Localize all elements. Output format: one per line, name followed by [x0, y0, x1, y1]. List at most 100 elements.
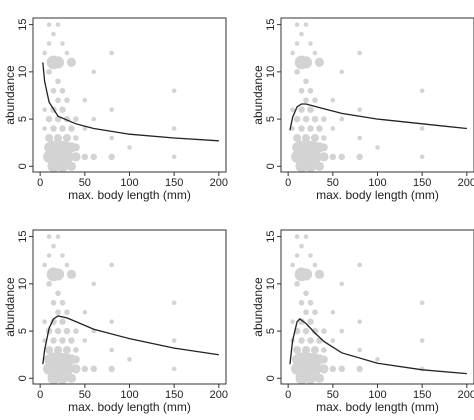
bubble — [319, 143, 328, 152]
bubble — [314, 373, 325, 383]
bubble — [42, 126, 47, 131]
bubble — [81, 365, 89, 373]
bubble — [311, 115, 319, 123]
bubble — [312, 50, 318, 56]
bubble — [171, 154, 177, 160]
bubble — [290, 126, 295, 131]
y-tick-label: 10 — [265, 278, 277, 290]
y-axis-label: abundance — [3, 277, 17, 337]
bubble — [339, 69, 345, 75]
bubble — [312, 309, 318, 316]
x-tick-label: 200 — [210, 177, 228, 189]
bubble — [82, 338, 88, 343]
bubble — [59, 106, 66, 113]
bubble — [56, 372, 69, 384]
bubble — [42, 319, 47, 324]
bubble — [298, 337, 305, 344]
bubble — [295, 160, 308, 173]
bubble — [304, 160, 317, 172]
bubble — [330, 338, 336, 343]
bubble — [91, 69, 97, 75]
bubble — [308, 253, 313, 258]
bubble — [127, 357, 132, 362]
bubble — [43, 354, 55, 365]
bubble — [55, 22, 61, 27]
bubble — [64, 309, 70, 316]
bubble — [294, 234, 300, 239]
bubble — [311, 327, 319, 335]
bubble — [356, 365, 363, 373]
bubble — [299, 243, 304, 249]
y-tick-label: 5 — [17, 116, 29, 122]
bubble — [310, 346, 319, 354]
bubble — [299, 268, 313, 281]
y-tick-label: 5 — [17, 328, 29, 334]
bubble — [321, 116, 327, 122]
bubble — [71, 143, 80, 152]
bubble — [46, 234, 52, 239]
bubble — [293, 115, 301, 123]
bubble — [73, 347, 79, 353]
x-tick-label: 150 — [413, 389, 431, 401]
bubble — [299, 31, 304, 37]
bubble — [46, 41, 52, 46]
bubble — [307, 337, 314, 344]
x-axis-label: max. body length (mm) — [316, 188, 439, 202]
bubble — [357, 107, 362, 112]
bubble — [302, 327, 310, 335]
bubble — [290, 262, 295, 268]
x-tick-label: 0 — [285, 177, 291, 189]
bubble — [45, 115, 53, 123]
bubble — [307, 299, 314, 306]
bubble — [71, 355, 80, 364]
bubble — [295, 372, 308, 385]
bubble — [109, 50, 114, 56]
y-tick-label: 10 — [17, 278, 29, 290]
bubble — [303, 22, 309, 27]
bubble — [73, 135, 79, 141]
bubble — [319, 355, 328, 364]
bubble — [303, 290, 309, 297]
y-tick-label: 15 — [17, 18, 29, 30]
bubble — [319, 152, 329, 162]
x-axis-label: max. body length (mm) — [68, 188, 191, 202]
bubble — [307, 87, 314, 94]
bubble — [55, 234, 61, 239]
bubble — [64, 97, 70, 104]
bubble — [419, 154, 425, 160]
bubble — [56, 160, 69, 172]
bubble — [291, 142, 303, 153]
bubble — [51, 31, 56, 37]
x-tick-label: 50 — [79, 389, 91, 401]
bubble — [375, 357, 380, 362]
bubble — [66, 269, 77, 280]
bubble — [329, 153, 337, 161]
bubble — [419, 126, 425, 131]
fit-curve — [289, 103, 467, 131]
bubble — [109, 262, 114, 268]
bubble — [66, 373, 77, 383]
bubble — [51, 56, 65, 69]
bubble — [339, 328, 345, 334]
bubble — [307, 125, 314, 132]
bubble — [321, 328, 327, 334]
x-tick-label: 150 — [413, 177, 431, 189]
bubble — [59, 125, 66, 132]
bubble — [329, 365, 337, 373]
bubble — [68, 125, 75, 132]
x-tick-label: 50 — [79, 177, 91, 189]
bubble — [312, 97, 318, 104]
bubble — [316, 125, 323, 132]
bubble — [71, 152, 81, 162]
bubble — [356, 153, 363, 161]
bubble — [307, 106, 314, 113]
bubble — [357, 347, 362, 353]
bubble — [307, 318, 314, 325]
bubble — [54, 327, 62, 335]
bubble — [290, 319, 295, 324]
bubble — [319, 364, 329, 374]
bubble — [63, 327, 71, 335]
bubble — [82, 126, 88, 131]
y-tick-label: 15 — [17, 230, 29, 242]
bubble — [109, 135, 114, 141]
